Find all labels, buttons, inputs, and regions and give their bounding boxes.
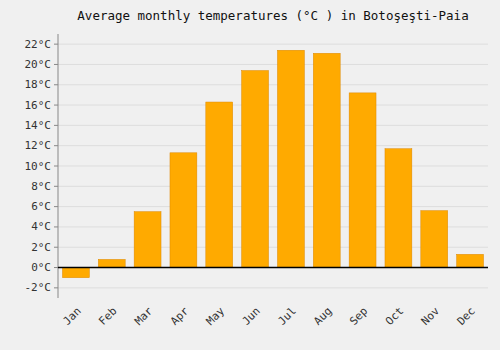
x-ticks: Jan Feb Mar Apr May Jun Jul Aug Sep Oct Nov Dec xyxy=(60,304,477,328)
y-tick-label: 12°C xyxy=(25,139,52,152)
y-tick-label: 2°C xyxy=(31,241,51,254)
x-tick-label: Oct xyxy=(383,305,406,328)
grid-line xyxy=(58,145,488,146)
tick-mark xyxy=(54,247,58,248)
x-tick-label: Jan xyxy=(60,305,83,328)
tick-mark xyxy=(54,105,58,106)
y-tick-label: 16°C xyxy=(25,99,52,112)
tick-mark xyxy=(54,267,58,268)
background xyxy=(0,0,500,350)
grid-line xyxy=(58,44,488,45)
grid-line xyxy=(58,125,488,126)
bar xyxy=(98,259,125,267)
grid-line xyxy=(58,105,488,106)
bar xyxy=(313,53,340,267)
y-axis-line xyxy=(58,34,59,298)
tick-mark xyxy=(54,145,58,146)
bar xyxy=(349,93,376,268)
bar xyxy=(134,212,161,268)
x-tick-label: Mar xyxy=(132,304,156,328)
x-tick-label: Nov xyxy=(419,304,443,328)
y-tick-label: 20°C xyxy=(25,58,52,71)
bar xyxy=(421,211,448,268)
grid-line xyxy=(58,206,488,207)
x-tick-label: Aug xyxy=(311,305,334,328)
bar xyxy=(385,149,412,268)
tick-mark xyxy=(54,287,58,288)
y-tick-label: 22°C xyxy=(25,38,52,51)
y-tick-label: 18°C xyxy=(25,78,52,91)
chart-svg: -2°C 0°C 2°C 4°C 6°C 8°C 10°C 12°C 14°C 16°C 18°C 2… xyxy=(0,0,500,350)
x-tick-label: Feb xyxy=(96,305,119,328)
tick-mark xyxy=(54,64,58,65)
chart-container: -2°C 0°C 2°C 4°C 6°C 8°C 10°C 12°C 14°C 16°C 18°C 2… xyxy=(0,0,500,350)
x-tick-label: Apr xyxy=(168,304,192,328)
tick-mark xyxy=(54,206,58,207)
bar xyxy=(242,71,269,268)
bars xyxy=(62,50,483,277)
x-tick-label: Sep xyxy=(347,305,370,328)
bar xyxy=(170,153,197,268)
y-tick-label: 6°C xyxy=(31,200,51,213)
y-tick-label: -2°C xyxy=(25,281,52,294)
x-tick-label: Dec xyxy=(455,305,478,328)
tick-mark xyxy=(54,125,58,126)
bar xyxy=(206,102,233,268)
y-tick-label: 4°C xyxy=(31,220,51,233)
grid-line xyxy=(58,186,488,187)
y-tick-label: 14°C xyxy=(25,119,52,132)
grid xyxy=(58,44,488,288)
grid-line xyxy=(58,64,488,65)
y-tick-label: 0°C xyxy=(31,261,51,274)
y-tick-label: 10°C xyxy=(25,160,52,173)
bar xyxy=(277,50,304,267)
bar xyxy=(62,268,89,278)
x-tick-label: Jun xyxy=(240,305,263,328)
x-tick-label: May xyxy=(204,304,228,328)
grid-line xyxy=(58,84,488,85)
bar xyxy=(457,254,484,267)
y-ticks: -2°C 0°C 2°C 4°C 6°C 8°C 10°C 12°C 14°C 16°C 18°C 2… xyxy=(25,38,59,295)
grid-line xyxy=(58,166,488,167)
title: Average monthly temperatures (°C ) in Bo… xyxy=(77,8,468,23)
tick-mark xyxy=(54,226,58,227)
tick-mark xyxy=(54,84,58,85)
tick-mark xyxy=(54,186,58,187)
tick-mark xyxy=(54,166,58,167)
grid-line xyxy=(58,287,488,288)
zero-line xyxy=(58,267,488,269)
y-tick-label: 8°C xyxy=(31,180,51,193)
x-tick-label: Jul xyxy=(275,305,298,328)
tick-mark xyxy=(54,44,58,45)
grid-line xyxy=(58,267,488,268)
